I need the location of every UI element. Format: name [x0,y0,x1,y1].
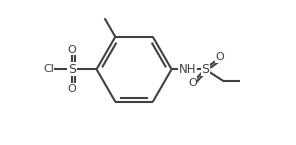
Text: NH: NH [179,63,197,76]
Text: O: O [215,52,224,62]
Text: S: S [201,63,209,76]
Text: O: O [67,45,76,55]
Text: S: S [68,63,76,76]
Text: Cl: Cl [43,64,54,74]
Text: O: O [188,78,197,88]
Text: O: O [67,84,76,94]
